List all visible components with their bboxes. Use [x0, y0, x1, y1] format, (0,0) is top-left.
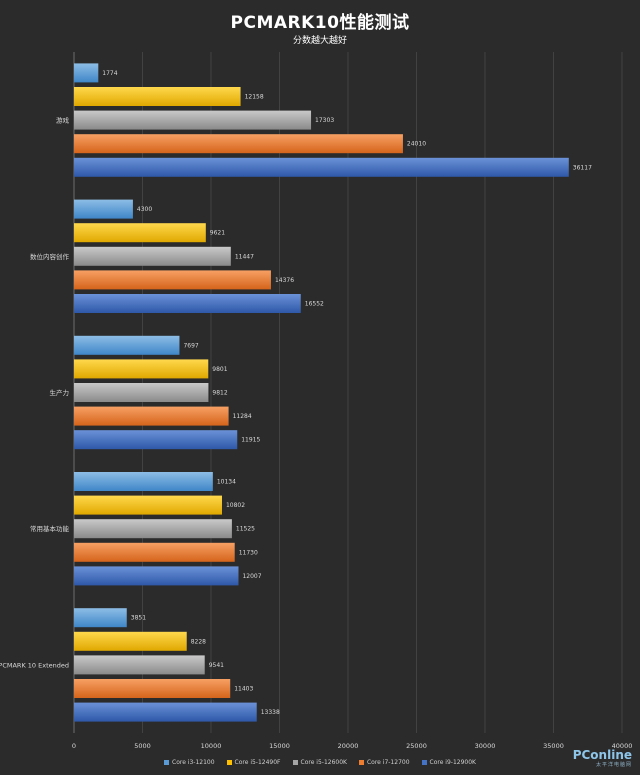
data-label: 12158: [245, 94, 264, 101]
data-label: 16552: [305, 301, 324, 308]
bar: [74, 110, 312, 130]
legend-item: Core i3-12100: [164, 759, 215, 766]
bar: [74, 519, 232, 539]
legend-item: Core i5-12490F: [226, 759, 281, 766]
legend-label: Core i7-12700: [366, 759, 410, 766]
data-label: 17303: [315, 117, 334, 124]
data-label: 11403: [234, 686, 253, 693]
bar: [74, 383, 209, 402]
bar: [74, 655, 205, 675]
data-label: 4300: [137, 206, 152, 213]
legend-swatch: [164, 760, 169, 765]
data-label: 12007: [242, 573, 261, 580]
bar: [74, 679, 231, 698]
bar: [74, 566, 239, 586]
data-label: 10134: [217, 479, 236, 486]
chart-title: PCMARK10性能测试: [230, 13, 410, 33]
bar: [74, 702, 257, 722]
bar: [74, 359, 209, 379]
data-label: 9541: [209, 662, 224, 669]
x-tick-label: 35000: [543, 742, 564, 750]
data-label: 11525: [236, 526, 255, 533]
bar: [74, 134, 403, 154]
bar: [74, 63, 99, 83]
bar: [74, 542, 235, 562]
legend-label: Core i9-12900K: [429, 759, 476, 766]
legend: Core i3-12100 Core i5-12490F Core i5-12600…: [0, 759, 640, 766]
bar: [74, 223, 206, 243]
x-tick-label: 40000: [612, 742, 633, 750]
data-label: 9801: [212, 366, 227, 373]
category-label: PCMARK 10 Extended: [0, 661, 69, 669]
legend-item: Core i9-12900K: [421, 759, 476, 766]
bar: [74, 608, 127, 628]
watermark-sub: 太平洋电脑网: [595, 762, 632, 768]
data-label: 9812: [212, 390, 227, 397]
watermark-logo: PConline 太平洋电脑网: [572, 748, 632, 770]
bar: [74, 270, 271, 290]
data-label: 13338: [261, 709, 280, 716]
x-tick-label: 10000: [201, 742, 222, 750]
legend-swatch: [292, 760, 298, 765]
watermark-main: PConline: [572, 748, 632, 762]
bar: [74, 199, 133, 219]
legend-label: Core i5-12600K: [300, 759, 347, 766]
legend-swatch: [226, 760, 232, 765]
bars: [74, 63, 569, 722]
bar: [74, 495, 222, 515]
category-label: 生产力: [50, 388, 70, 397]
bar: [74, 335, 180, 355]
data-label: 8228: [191, 638, 206, 645]
legend-label: Core i3-12100: [172, 759, 215, 766]
x-tick-label: 0: [72, 742, 76, 750]
x-tick-label: 30000: [475, 742, 496, 750]
bar: [74, 430, 238, 450]
data-label: 36117: [573, 164, 592, 171]
x-tick-label: 5000: [134, 742, 151, 750]
labels: 0 5000 10000 15000 20000 25000 30000 35000 40000…: [0, 70, 632, 750]
legend-swatch: [421, 760, 427, 765]
x-tick-label: 15000: [269, 742, 290, 750]
chart-subtitle: 分数越大越好: [292, 36, 347, 46]
bar: [74, 157, 569, 177]
category-label: 数位内容创作: [30, 252, 70, 261]
bar: [74, 406, 229, 426]
bar: [74, 472, 213, 491]
data-label: 11915: [241, 437, 260, 444]
bar: [74, 246, 231, 266]
category-label: 常用基本功能: [30, 524, 70, 533]
legend-label: Core i5-12490F: [234, 759, 281, 766]
legend-item: Core i7-12700: [358, 759, 410, 766]
legend-swatch: [358, 760, 364, 765]
data-label: 1774: [102, 70, 117, 77]
data-label: 14376: [275, 277, 294, 284]
data-label: 11447: [235, 253, 254, 260]
bar: [74, 294, 301, 313]
category-label: 游戏: [56, 116, 70, 125]
bar: [74, 87, 241, 106]
bar: [74, 631, 187, 651]
x-tick-label: 20000: [338, 742, 359, 750]
data-label: 24010: [407, 141, 426, 148]
legend-item: Core i5-12600K: [292, 759, 347, 766]
x-tick-label: 25000: [406, 742, 427, 750]
data-label: 9621: [210, 230, 225, 237]
data-label: 11730: [239, 549, 258, 556]
data-label: 3851: [131, 615, 146, 622]
data-label: 11284: [233, 413, 252, 420]
data-label: 10802: [226, 502, 245, 509]
data-label: 7697: [183, 342, 198, 349]
